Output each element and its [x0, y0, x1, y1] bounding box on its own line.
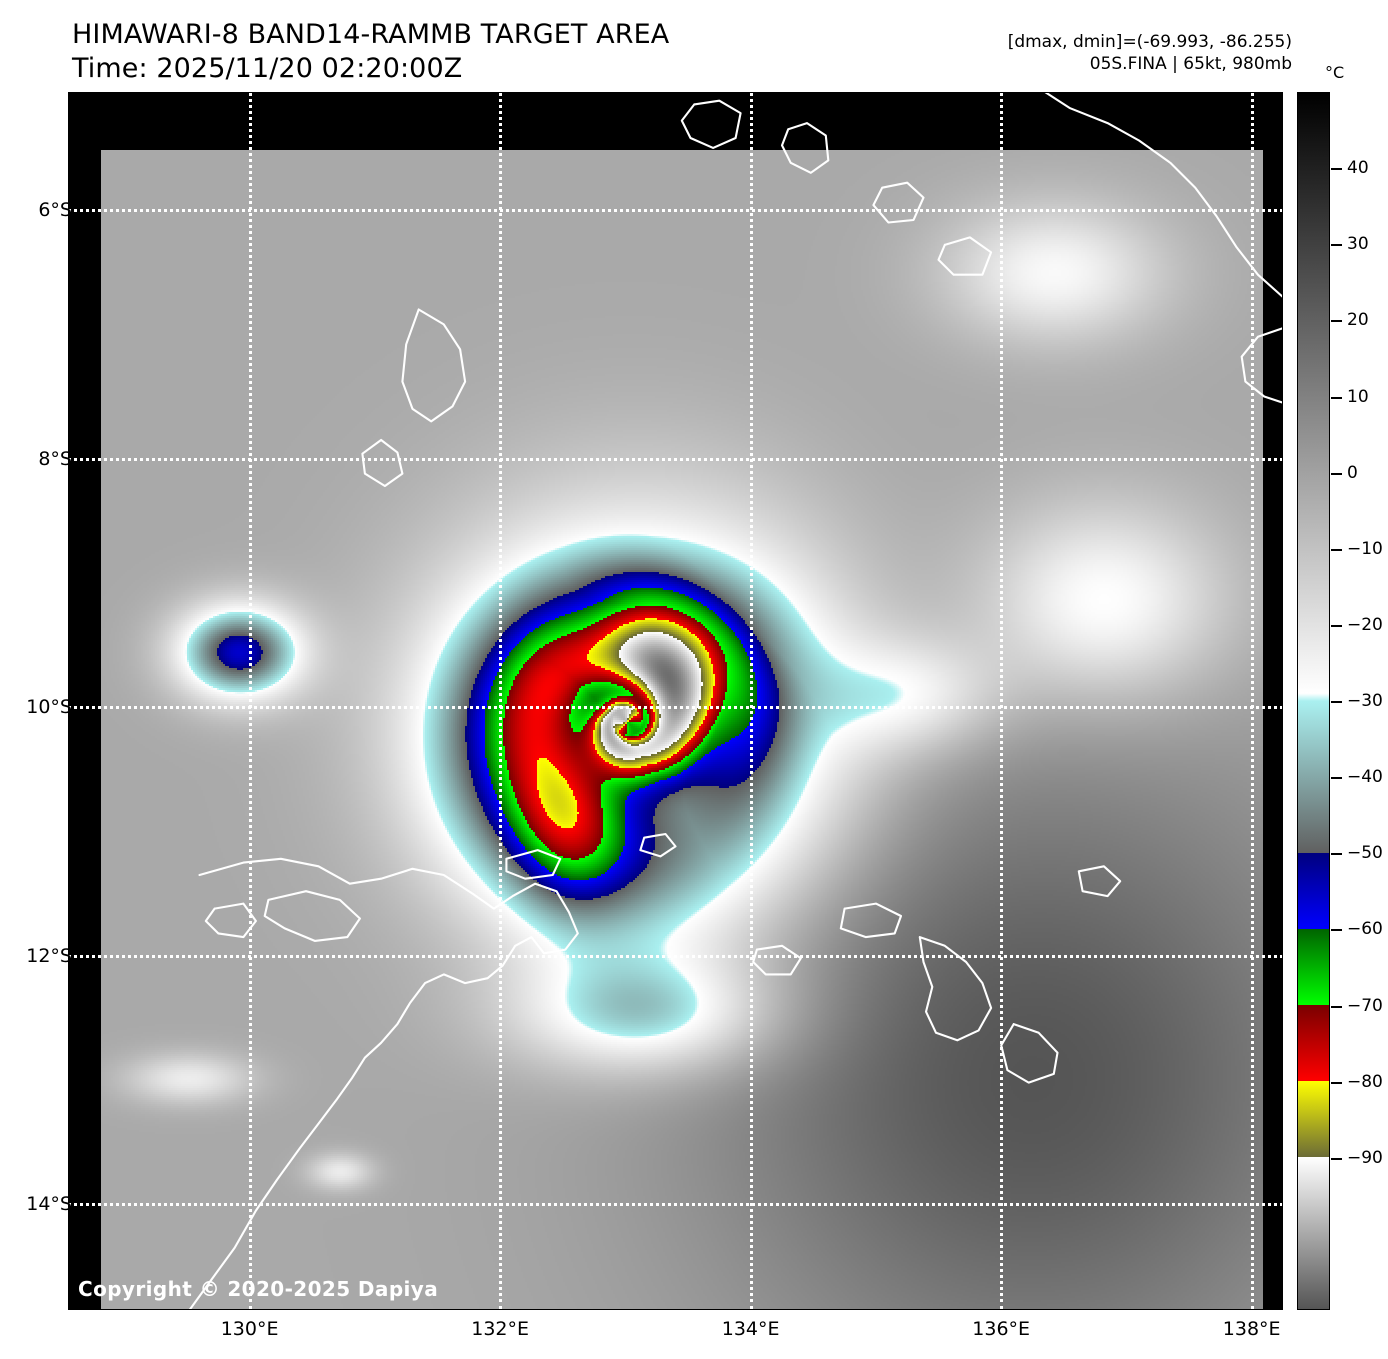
coastline-path-7: [361, 438, 404, 488]
colorbar-tick-mark-11: [1331, 1005, 1342, 1008]
lon-tick-label-1: 132°E: [471, 1318, 530, 1340]
coastline-path-17: [1077, 865, 1122, 898]
colorbar-tick-label-9: −50: [1347, 843, 1383, 864]
colorbar-tick-mark-5: [1331, 548, 1342, 551]
colorbar-tick-mark-13: [1331, 1157, 1342, 1160]
coastline-path-9: [263, 890, 361, 942]
lat-tick-label-0: 6°S: [38, 199, 72, 222]
colorbar-tick-label-10: −60: [1347, 919, 1383, 940]
storm-info-label: 05S.FINA | 65kt, 980mb: [1089, 54, 1292, 74]
coastline-path-2: [780, 122, 830, 174]
lon-tick-label-4: 138°E: [1222, 1318, 1281, 1340]
coastline-path-10: [204, 902, 257, 939]
coastline-path-6: [401, 308, 467, 423]
lat-tick-label-1: 8°S: [38, 447, 72, 470]
header-title-block: HIMAWARI-8 BAND14-RAMMB TARGET AREA Time…: [72, 18, 669, 86]
coastline-path-1: [1240, 327, 1283, 404]
header-metadata-block: [dmax, dmin]=(-69.993, -86.255) 05S.FINA…: [1008, 31, 1292, 75]
colorbar-tick-mark-12: [1331, 1081, 1342, 1084]
colorbar-tick-label-3: 10: [1347, 386, 1369, 407]
colorbar-tick-mark-2: [1331, 320, 1342, 323]
colorbar-tick-label-11: −70: [1347, 995, 1383, 1016]
copyright-label: Copyright © 2020-2025 Dapiya: [78, 1277, 439, 1301]
lon-tick-label-0: 130°E: [220, 1318, 279, 1340]
coastline-path-15: [752, 944, 802, 976]
colorbar-tick-mark-9: [1331, 853, 1342, 856]
colorbar-tick-mark-7: [1331, 701, 1342, 703]
colorbar-tick-label-7: −30: [1347, 691, 1383, 711]
coastline-path-12: [918, 936, 993, 1042]
dmax-dmin-label: [dmax, dmin]=(-69.993, -86.255): [1007, 32, 1292, 52]
colorbar-tick-label-6: −20: [1347, 614, 1383, 635]
colorbar[interactable]: [1297, 92, 1330, 1310]
colorbar-tick-mark-8: [1331, 777, 1342, 780]
colorbar-tick-label-4: 0: [1347, 462, 1358, 483]
lat-tick-label-3: 12°S: [26, 944, 72, 967]
lon-tick-label-2: 134°E: [721, 1318, 780, 1340]
coastline-path-5: [937, 236, 993, 276]
colorbar-tick-label-12: −80: [1347, 1071, 1383, 1092]
colorbar-tick-mark-3: [1331, 396, 1342, 399]
colorbar-tick-label-13: −90: [1347, 1147, 1383, 1168]
coastline-path-3: [680, 99, 742, 149]
colorbar-gradient: [1298, 93, 1329, 1309]
colorbar-tick-label-5: −10: [1347, 538, 1383, 559]
coastline-overlay: [188, 92, 1283, 1310]
colorbar-tick-mark-6: [1331, 624, 1342, 627]
colorbar-tick-mark-4: [1331, 472, 1342, 475]
coastline-path-8: [188, 857, 579, 1310]
lat-tick-label-2: 10°S: [26, 696, 72, 719]
coastline-path-11: [505, 849, 562, 880]
page-title: HIMAWARI-8 BAND14-RAMMB TARGET AREA: [72, 19, 670, 50]
satellite-raster: [101, 150, 1263, 1310]
colorbar-tick-label-1: 30: [1347, 234, 1369, 255]
lon-tick-label-3: 136°E: [972, 1318, 1031, 1340]
timestamp-label: Time: 2025/11/20 02:20:00Z: [72, 53, 463, 84]
colorbar-unit-label: °C: [1325, 63, 1345, 82]
coastline-path-4: [872, 181, 925, 224]
coastline-path-0: [1043, 92, 1283, 299]
colorbar-tick-label-8: −40: [1347, 767, 1383, 788]
colorbar-tick-label-0: 40: [1347, 158, 1369, 179]
lat-tick-label-4: 14°S: [26, 1193, 72, 1216]
coastline-path-16: [639, 832, 677, 858]
colorbar-tick-mark-0: [1331, 168, 1342, 171]
colorbar-tick-mark-10: [1331, 929, 1342, 932]
satellite-image-plot[interactable]: [68, 92, 1283, 1310]
colorbar-tick-mark-1: [1331, 244, 1342, 247]
coastline-path-14: [1000, 1023, 1059, 1084]
colorbar-tick-label-2: 20: [1347, 310, 1369, 331]
coastline-path-13: [839, 902, 903, 939]
